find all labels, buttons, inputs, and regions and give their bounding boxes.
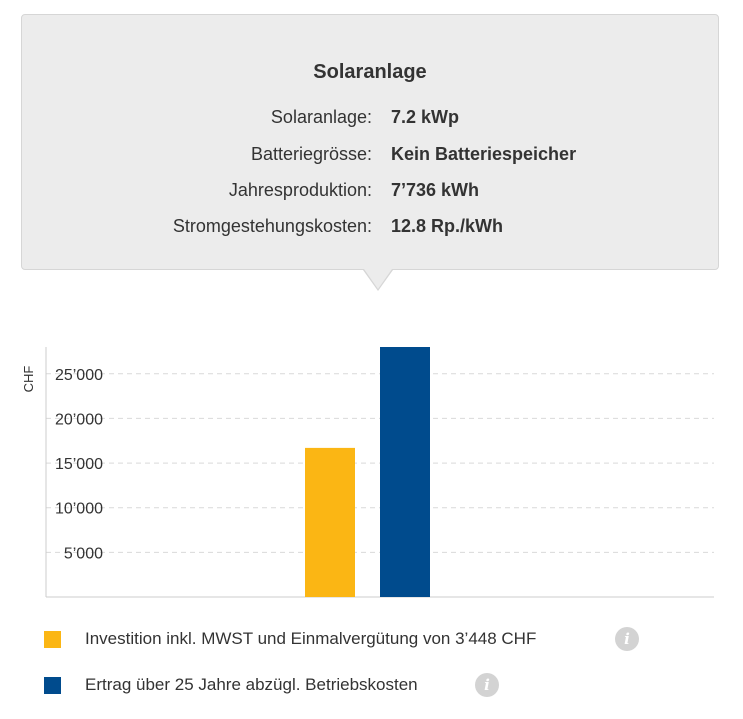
legend-label: Ertrag über 25 Jahre abzügl. Betriebskos… [85,675,418,694]
info-label: Stromgestehungskosten: [172,216,372,236]
y-tick-label: 15’000 [55,456,103,473]
info-row-system-size: Solaranlage: 7.2 kWp [22,107,720,131]
info-label: Solaranlage: [270,107,372,127]
info-icon[interactable]: i [615,627,639,651]
bar-yield[interactable] [380,347,430,597]
y-tick-labels: 5’000 10’000 15’000 20’000 25’000 [55,367,103,563]
legend-swatch-investment [44,631,61,648]
bars [305,347,430,597]
y-tick-label: 25’000 [55,367,103,384]
info-value: 12.8 Rp./kWh [391,216,504,236]
card-pointer [364,269,392,289]
legend-swatch-yield [44,677,61,694]
info-icon[interactable]: i [475,673,499,697]
info-value: 7.2 kWp [391,107,460,127]
y-tick-label: 20’000 [55,411,103,428]
info-value: Kein Batteriespeicher [391,144,577,164]
info-row-annual-production: Jahresproduktion: 7’736 kWh [22,180,720,204]
bar-chart: 5’000 10’000 15’000 20’000 25’000 CHF [21,347,714,598]
legend-label: Investition inkl. MWST und Einmalvergütu… [85,629,537,648]
card-title: Solaranlage [313,61,427,83]
y-axis-title: CHF [21,366,36,393]
y-tick-label: 5’000 [64,545,103,562]
info-row-generation-cost: Stromgestehungskosten: 12.8 Rp./kWh [22,216,720,240]
info-label: Jahresproduktion: [228,180,372,200]
solar-summary-card: Solaranlage Solaranlage: 7.2 kWp Batteri… [21,14,719,270]
info-label: Batteriegrösse: [250,144,372,164]
info-value: 7’736 kWh [391,180,480,200]
info-row-battery-size: Batteriegrösse: Kein Batteriespeicher [22,144,720,168]
y-tick-label: 10’000 [55,501,103,518]
bar-investment[interactable] [305,447,355,597]
